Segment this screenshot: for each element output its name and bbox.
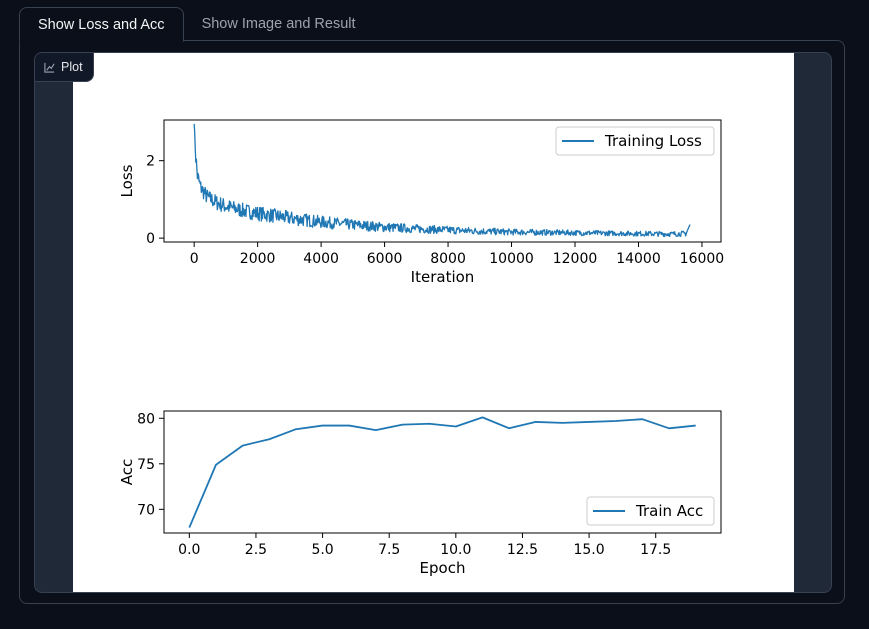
loss-axes-frame xyxy=(163,119,722,243)
tab-show-loss-and-acc[interactable]: Show Loss and Acc xyxy=(19,7,184,42)
acc-xtick-label: 12.5 xyxy=(507,542,538,558)
acc-ylabel: Acc xyxy=(118,459,136,486)
acc-legend-box xyxy=(586,496,715,526)
loss-xtick-label: 6000 xyxy=(367,251,403,267)
acc-ytick-label: 70 xyxy=(137,502,155,518)
tab-bar: Show Loss and Acc Show Image and Result xyxy=(19,7,374,42)
loss-acc-figure: 0 2000 4000 6000 8000 10000 12000 14000 16000 0 2 I… xyxy=(118,119,725,577)
loss-legend-box xyxy=(555,126,715,156)
acc-xtick-label: 15.0 xyxy=(573,542,604,558)
loss-legend-label: Training Loss xyxy=(604,132,702,150)
loss-ytick-label: 2 xyxy=(146,154,155,170)
plot-image: 0 2000 4000 6000 8000 10000 12000 14000 16000 0 2 I… xyxy=(73,53,794,592)
acc-ytick-label: 80 xyxy=(137,411,155,427)
loss-xtick-label: 8000 xyxy=(430,251,466,267)
tab-show-image-and-result[interactable]: Show Image and Result xyxy=(201,16,356,32)
acc-xtick-label: 7.5 xyxy=(378,542,400,558)
loss-xtick-label: 2000 xyxy=(240,251,276,267)
acc-xtick-label: 10.0 xyxy=(440,542,471,558)
plot-label-text: Plot xyxy=(61,60,83,74)
loss-ytick-label: 0 xyxy=(146,231,155,247)
acc-axes-frame xyxy=(163,410,722,534)
loss-ylabel: Loss xyxy=(118,164,136,197)
acc-series-line xyxy=(188,416,696,528)
acc-xtick-label: 2.5 xyxy=(245,542,267,558)
loss-xtick-label: 4000 xyxy=(303,251,339,267)
loss-xtick-label: 12000 xyxy=(553,251,598,267)
loss-series-line xyxy=(193,123,691,238)
acc-xtick-label: 17.5 xyxy=(640,542,671,558)
loss-xtick-label: 14000 xyxy=(616,251,661,267)
loss-xtick-label: 10000 xyxy=(489,251,534,267)
acc-xtick-label: 0.0 xyxy=(178,542,200,558)
plot-block: Plot 0 2000 4000 6000 8000 10000 12000 14000 160… xyxy=(34,52,832,593)
acc-xlabel: Epoch xyxy=(420,559,466,577)
loss-xlabel: Iteration xyxy=(411,268,475,286)
loss-xtick-label: 0 xyxy=(190,251,199,267)
chart-icon xyxy=(44,62,55,73)
acc-legend-label: Train Acc xyxy=(635,502,703,520)
acc-ytick-label: 75 xyxy=(137,457,155,473)
loss-xtick-label: 16000 xyxy=(680,251,725,267)
tab-panel xyxy=(19,40,845,604)
acc-xtick-label: 5.0 xyxy=(311,542,333,558)
plot-block-label: Plot xyxy=(35,53,94,82)
